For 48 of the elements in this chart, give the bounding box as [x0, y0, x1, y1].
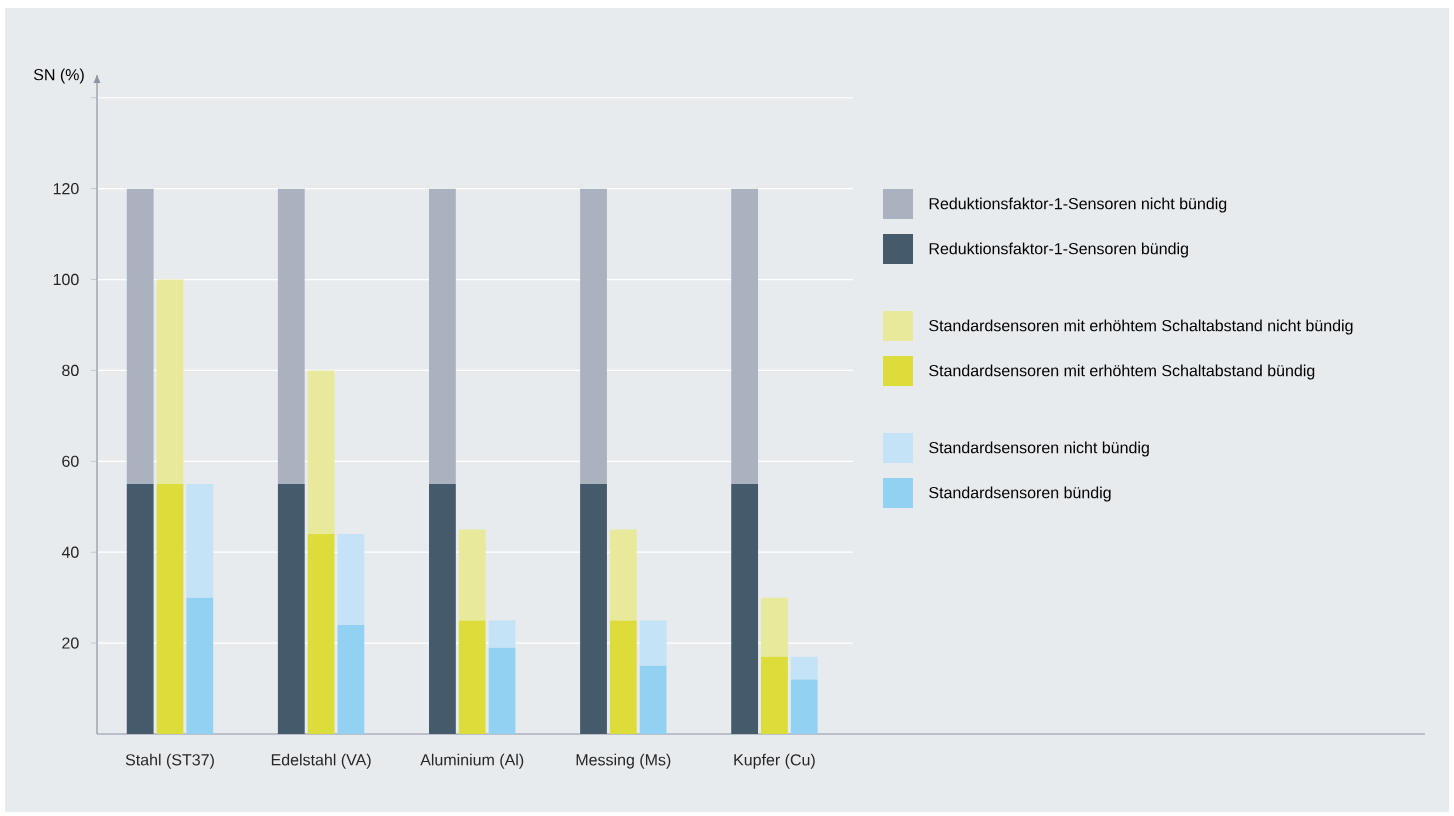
x-tick-label: Stahl (ST37) [125, 753, 214, 769]
bar [790, 656, 818, 680]
bar [307, 534, 335, 735]
bar [277, 188, 305, 485]
bar [580, 484, 607, 735]
bar [458, 529, 486, 621]
bar [156, 484, 184, 735]
legend-label: Reduktionsfaktor-1-Sensoren bündig [929, 242, 1188, 258]
bar [186, 597, 214, 735]
y-tick-label: 80 [62, 364, 79, 377]
bar [429, 188, 456, 485]
bar [761, 597, 788, 657]
y-tick-label: 120 [53, 182, 79, 195]
bar [580, 188, 607, 485]
y-tick-label: 100 [53, 273, 79, 286]
y-axis-title: SN (%) [33, 68, 84, 84]
legend-label: Standardsensoren mit erhöhtem Schaltabstand bündig [929, 364, 1315, 380]
bar [488, 647, 516, 735]
legend-label: Reduktionsfaktor-1-Sensoren nicht bündig [929, 197, 1227, 213]
bar [731, 484, 759, 735]
x-tick-label: Edelstahl (VA) [271, 753, 371, 769]
bar [156, 279, 184, 485]
bar [458, 620, 486, 735]
bar [277, 484, 305, 735]
legend-label: Standardsensoren mit erhöhtem Schaltabstand nicht bündig [929, 319, 1353, 335]
x-tick-label: Aluminium (Al) [420, 753, 524, 769]
legend-label: Standardsensoren bündig [929, 486, 1111, 502]
bar [186, 484, 214, 598]
bar [429, 484, 456, 735]
bar [761, 656, 788, 735]
y-tick-label: 20 [62, 637, 79, 649]
bar [307, 370, 335, 535]
bar [488, 620, 516, 648]
bar [609, 620, 637, 735]
bar [790, 679, 818, 735]
bar [337, 624, 365, 735]
bar [337, 534, 365, 625]
x-tick-label: Kupfer (Cu) [734, 753, 815, 769]
bar [731, 188, 759, 485]
bar [639, 665, 667, 735]
bar [639, 620, 667, 666]
y-tick-label: 40 [61, 546, 79, 558]
bar [126, 188, 154, 485]
bar [609, 529, 637, 621]
x-tick-label: Messing (Ms) [576, 753, 671, 769]
legend-label: Standardsensoren nicht bündig [929, 441, 1149, 457]
bar [126, 484, 154, 735]
y-tick-label: 60 [62, 455, 79, 467]
